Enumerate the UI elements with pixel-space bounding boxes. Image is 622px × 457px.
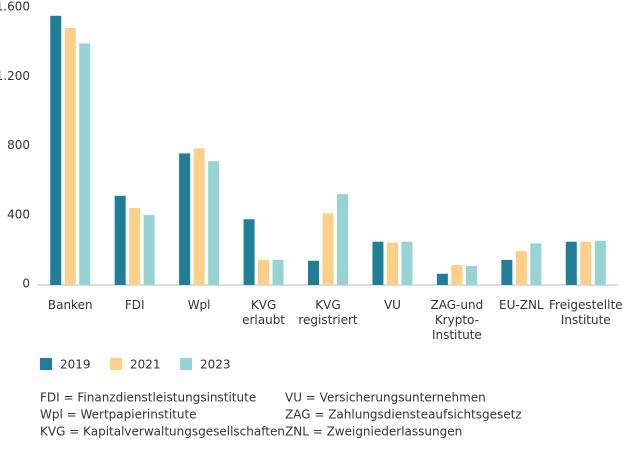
bar: [436, 273, 448, 285]
bar: [179, 153, 191, 285]
bar: [143, 214, 155, 285]
y-tick-label: 400: [7, 207, 30, 221]
x-tick-label: Freigestellte Institute: [549, 298, 622, 327]
bar: [451, 265, 463, 285]
y-tick-label: 1.600: [0, 0, 30, 14]
x-tick-label: Wpl: [188, 298, 211, 312]
bar: [243, 219, 255, 285]
bar: [208, 161, 220, 285]
footnote: Wpl = Wertpapierinstitute: [40, 408, 197, 422]
x-tick-label: KVG erlaubt: [242, 298, 285, 327]
y-tick-label: 800: [7, 138, 30, 152]
bar: [337, 194, 348, 285]
bar: [530, 243, 542, 285]
bar: [372, 241, 384, 285]
y-tick-label: 1.200: [0, 69, 30, 83]
legend-label: 2021: [130, 358, 161, 372]
bar: [565, 241, 577, 285]
bar: [129, 207, 141, 285]
bar: [501, 259, 513, 285]
legend-swatch: [180, 358, 192, 370]
x-tick-label: Banken: [48, 298, 93, 312]
bar: [515, 251, 527, 285]
x-tick-label: ZAG-und Krypto-Institute: [431, 298, 484, 342]
x-tick-label: KVG registriert: [298, 298, 358, 327]
x-tick-label: FDI: [125, 298, 145, 312]
legend-label: 2019: [60, 358, 91, 372]
footnote: ZAG = Zahlungsdiensteaufsichtsgesetz: [285, 408, 522, 422]
footnote: VU = Versicherungsunternehmen: [285, 391, 486, 405]
footnote: KVG = Kapitalverwaltungsgesellschaften: [40, 425, 285, 439]
bar: [465, 265, 477, 285]
bar: [50, 15, 62, 286]
x-tick-label: EU-ZNL: [499, 298, 544, 312]
bar: [401, 241, 413, 285]
legend-swatch: [110, 358, 122, 370]
footnote: ZNL = Zweigniederlassungen: [285, 425, 462, 439]
bar: [258, 259, 270, 285]
bar: [386, 242, 398, 285]
bar: [580, 241, 592, 285]
bar: [79, 43, 91, 285]
bar: [322, 213, 334, 285]
y-tick-label: 0: [22, 277, 30, 291]
legend-label: 2023: [200, 358, 231, 372]
x-tick-label: VU: [384, 298, 401, 312]
bar: [193, 148, 205, 285]
bar: [64, 27, 76, 286]
bar: [594, 240, 606, 285]
bar: [272, 259, 284, 285]
footnote: FDI = Finanzdienstleistungsinstitute: [40, 391, 256, 405]
bar: [114, 195, 126, 285]
bar: [308, 260, 319, 285]
legend-swatch: [40, 358, 52, 370]
